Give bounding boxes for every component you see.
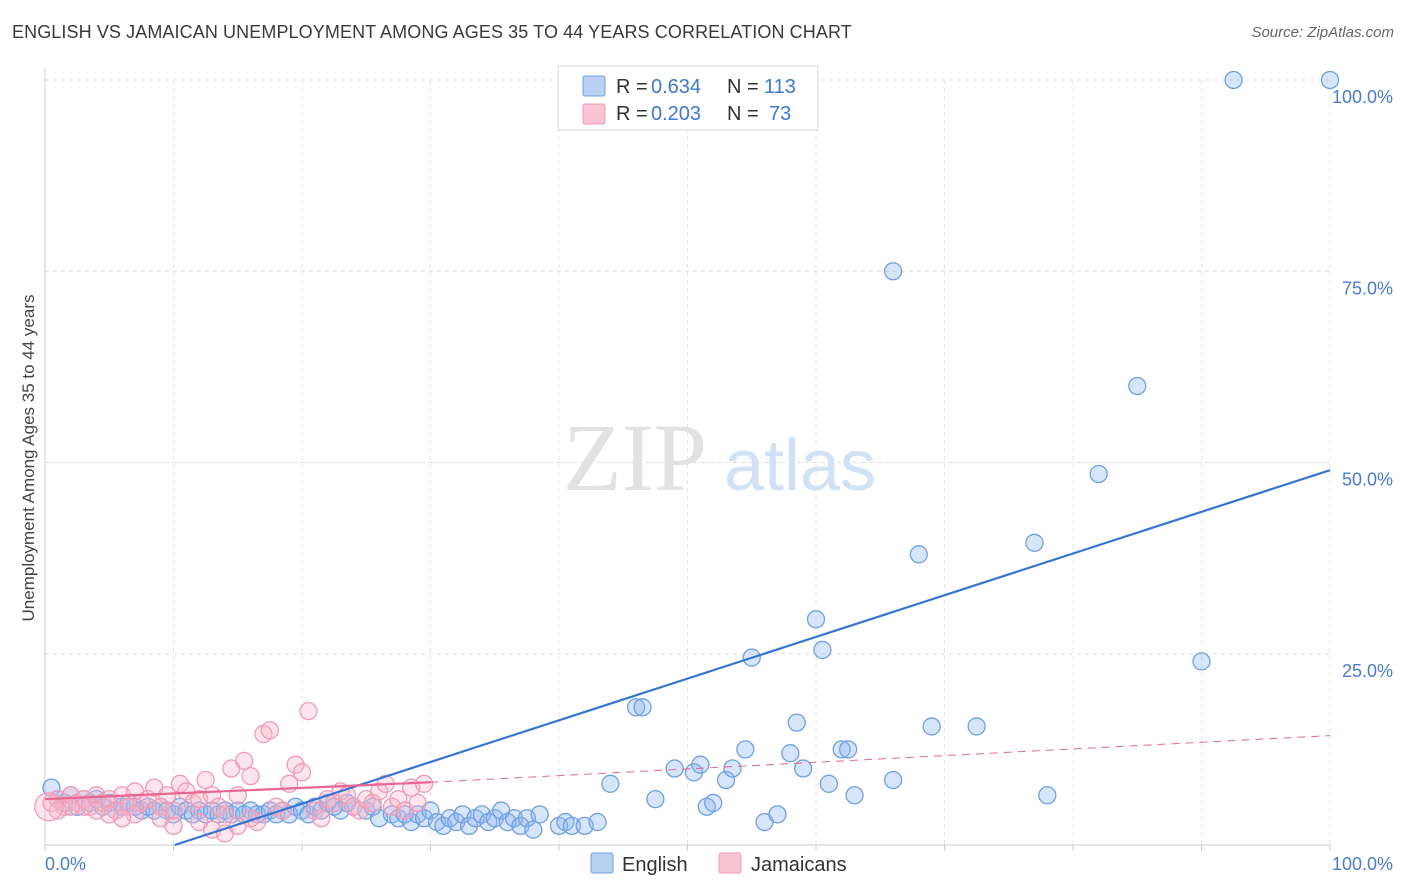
legend-swatch-english [582,75,606,97]
y-tick-label-2: 75.0% [1342,278,1393,298]
english-point-96 [787,713,806,732]
y-tick-label-1: 50.0% [1342,470,1393,490]
english-point-94 [768,805,787,824]
jamaicans-point-30 [235,751,254,770]
english-point-111 [1128,376,1147,396]
english-point-84 [665,759,684,778]
legend-n-label-english: N = [727,76,759,98]
english-point-104 [883,770,903,790]
x-tick-label-0: 0.0% [45,854,86,874]
legend-n-label-jamaicans: N = [727,103,759,125]
jamaicans-point-54 [389,789,408,809]
english-point-88 [704,793,723,813]
legend-r-english: 0.634 [651,76,701,98]
trend-lines [44,469,1331,847]
english-point-77 [562,816,581,836]
english-point-73 [524,820,543,839]
jamaicans-point-40 [299,701,318,721]
jamaicans-point-18 [157,786,177,805]
bottom-legend-swatch-english [590,852,614,874]
legend-n-jamaicans: 73 [769,103,791,125]
english-point-107 [967,717,986,736]
legend-r-label-english: R = [616,76,648,98]
watermark: ZIP atlas [563,404,876,511]
legend-r-label-jamaicans: R = [616,103,648,125]
jamaicans-point-31 [241,767,260,786]
english-point-82 [633,698,652,717]
bottom-legend: English Jamaicans [590,852,847,876]
x-tick-label-1: 100.0% [1332,854,1393,874]
chart-title: ENGLISH VS JAMAICAN UNEMPLOYMENT AMONG A… [12,22,852,42]
english-point-99 [813,640,832,660]
english-point-89 [716,770,736,790]
english-point-108 [1025,533,1044,552]
english-point-98 [806,610,826,629]
english-point-81 [626,698,646,717]
english-point-112 [1192,652,1211,671]
english-point-106 [922,717,941,736]
jamaicans-point-50 [363,793,382,813]
bottom-legend-english: English [622,854,688,876]
legend-n-english: 113 [764,76,796,98]
y-tick-label-3: 100.0% [1332,87,1393,107]
english-point-95 [781,744,800,763]
jamaicans-point-57 [408,793,427,813]
jamaicans-point-42 [312,809,331,828]
y-axis-label: Unemployment Among Ages 35 to 44 years [19,295,38,622]
jamaicans-point-39 [292,763,312,782]
jamaicans-point-cluster [34,792,64,822]
jamaicans-point-27 [215,805,235,824]
english-point-91 [736,740,755,759]
jamaicans-trend-line [44,781,431,801]
english-point-101 [832,740,851,759]
english-point-110 [1089,464,1108,484]
english-point-79 [588,812,607,832]
english-point-102 [838,740,858,759]
tick-labels: 25.0% 50.0% 75.0% 100.0% 0.0% 100.0% [45,87,1393,874]
english-point-105 [909,545,928,564]
english-point-115 [883,262,903,281]
legend-r-jamaicans: 0.203 [651,103,701,125]
watermark-atlas: atlas [724,426,876,506]
english-point-86 [691,755,710,774]
english-trend-line [174,469,1331,847]
jamaicans-point-72 [48,801,67,820]
english-point-109 [1038,786,1057,805]
english-point-100 [819,774,838,793]
watermark-zip: ZIP [563,404,707,511]
jamaicans-point-65 [151,809,170,828]
english-point-0 [42,778,61,797]
bottom-legend-jamaicans: Jamaicans [751,854,847,876]
y-tick-label-0: 25.0% [1342,661,1393,681]
legend: R = 0.634 N = 113 R = 0.203 N = 73 [557,65,819,131]
english-point-90 [723,759,742,778]
english-point-114 [1320,70,1340,90]
english-point-103 [845,786,864,805]
chart-source: Source: ZipAtlas.com [1251,24,1394,41]
english-point-83 [646,789,665,809]
bottom-legend-swatch-jamaicans [718,852,742,874]
english-point-74 [530,805,549,824]
axes [44,68,1331,851]
jamaicans-point-34 [260,721,280,740]
english-point-97 [794,759,813,778]
jamaicans-trend-line-dashed [430,735,1331,783]
english-point-113 [1224,70,1243,90]
jamaicans-point-24 [196,770,215,790]
english-point-80 [601,774,620,793]
legend-swatch-jamaicans [582,103,606,125]
